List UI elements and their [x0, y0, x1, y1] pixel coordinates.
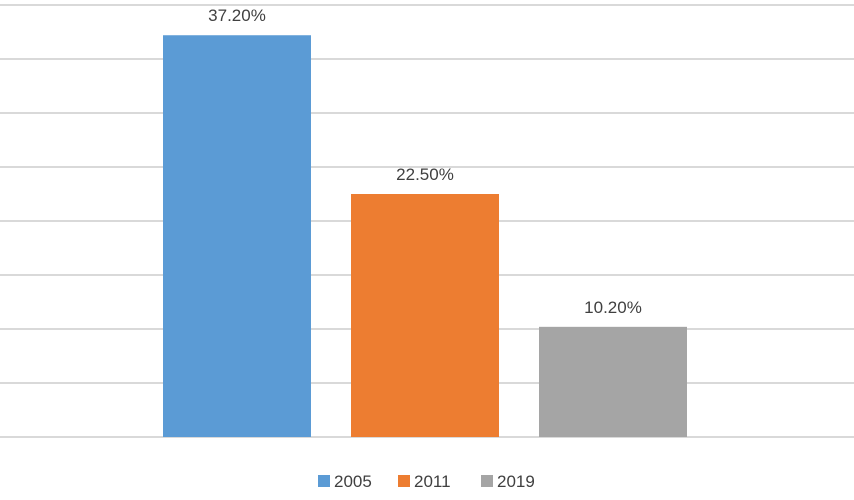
legend-entry-2005: 2005	[318, 472, 372, 491]
legend-entry-2011: 2011	[398, 472, 451, 491]
bar-2019	[539, 326, 687, 437]
bar-2005	[163, 35, 311, 438]
legend-entry-2019: 2019	[481, 472, 535, 491]
data-label-2019: 10.20%	[584, 298, 642, 317]
legend-label-2011: 2011	[414, 472, 451, 491]
bar-2011	[351, 194, 499, 437]
bars	[163, 35, 687, 438]
legend: 2005 2011 2019	[318, 472, 535, 491]
legend-swatch-2005	[318, 475, 330, 487]
legend-swatch-2019	[481, 475, 493, 487]
data-labels: 37.20% 22.50% 10.20%	[208, 6, 642, 317]
legend-label-2019: 2019	[497, 472, 535, 491]
data-label-2005: 37.20%	[208, 6, 266, 25]
legend-swatch-2011	[398, 475, 410, 487]
legend-label-2005: 2005	[334, 472, 372, 491]
data-label-2011: 22.50%	[396, 165, 454, 184]
